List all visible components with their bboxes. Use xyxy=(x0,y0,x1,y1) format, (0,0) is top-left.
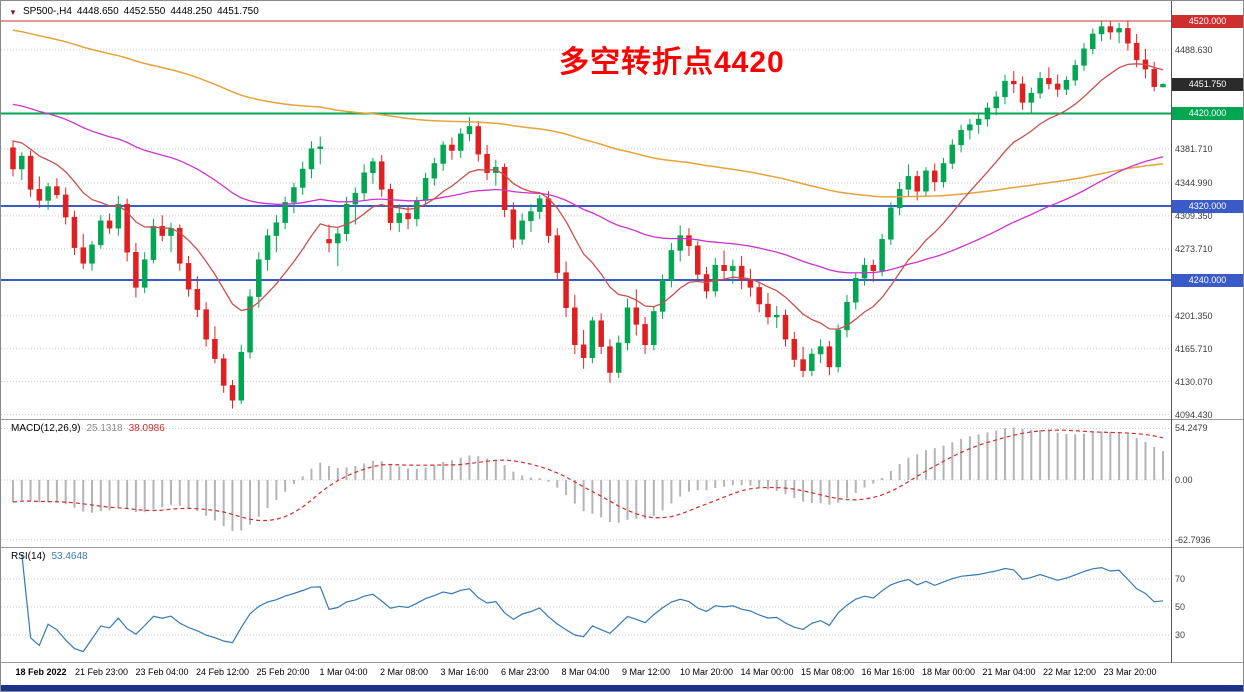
time-label: 10 Mar 20:00 xyxy=(679,667,734,677)
close-value: 4451.750 xyxy=(217,6,259,17)
time-label: 15 Mar 08:00 xyxy=(800,667,855,677)
time-label: 16 Mar 16:00 xyxy=(861,667,915,677)
open-value: 4448.650 xyxy=(76,6,119,17)
time-label: 8 Mar 04:00 xyxy=(561,667,610,677)
price-tag: 4320.000 xyxy=(1172,199,1243,213)
time-label: 6 Mar 23:00 xyxy=(500,667,550,677)
price-axis[interactable] xyxy=(1171,1,1243,663)
macd-pane[interactable] xyxy=(1,420,1171,548)
time-label: 21 Feb 23:00 xyxy=(74,667,129,677)
price-grid-label: 4165.710 xyxy=(1175,343,1213,354)
time-label: 14 Mar 00:00 xyxy=(740,667,794,677)
symbol-period-label: SP500-,H4 xyxy=(23,6,72,17)
price-tag: 4520.000 xyxy=(1172,14,1243,28)
price-grid-label: 4381.710 xyxy=(1175,143,1213,154)
price-grid-label: 4488.630 xyxy=(1175,45,1213,56)
price-tag: 4451.750 xyxy=(1172,77,1243,91)
time-label: 24 Feb 12:00 xyxy=(195,667,250,677)
macd-indicator-label: MACD(12,26,9) 25.1318 38.0986 xyxy=(11,423,171,434)
price-tag: 4420.000 xyxy=(1172,107,1243,120)
taskbar-strip xyxy=(1,685,1243,691)
time-label: 18 Feb 2022 xyxy=(15,667,67,677)
time-label: 1 Mar 04:00 xyxy=(319,667,368,677)
macd-level-label: 0.00 xyxy=(1175,475,1193,485)
price-grid-label: 4344.990 xyxy=(1175,177,1213,188)
chart-annotation-text[interactable]: 多空转折点4420 xyxy=(559,46,785,79)
rsi-name-label: RSI(14) xyxy=(11,551,46,562)
rsi-value: 53.4648 xyxy=(51,551,88,562)
time-label: 23 Mar 20:00 xyxy=(1103,667,1157,677)
macd-name-label: MACD(12,26,9) xyxy=(11,423,81,434)
price-grid-label: 4094.430 xyxy=(1175,409,1213,420)
chart-symbol-marker-icon: ▼ xyxy=(9,8,17,17)
macd-signal-value: 38.0986 xyxy=(128,423,165,434)
rsi-indicator-label: RSI(14) 53.4648 xyxy=(11,551,94,562)
time-label: 2 Mar 08:00 xyxy=(379,667,429,677)
rsi-pane[interactable] xyxy=(1,548,1171,662)
time-label: 3 Mar 16:00 xyxy=(440,667,489,677)
price-grid-label: 4201.350 xyxy=(1175,310,1213,321)
time-label: 18 Mar 00:00 xyxy=(921,667,976,677)
rsi-level-label: 70 xyxy=(1175,574,1186,584)
macd-main-value: 25.1318 xyxy=(86,423,123,434)
rsi-level-label: 30 xyxy=(1175,630,1186,640)
price-tag: 4240.000 xyxy=(1172,273,1243,287)
price-grid-label: 4273.710 xyxy=(1175,243,1213,254)
price-grid-label: 4130.070 xyxy=(1175,376,1213,387)
chart-ohlc-title: SP500-,H4 4448.650 4452.550 4448.250 4451.75… xyxy=(23,6,264,17)
time-label: 23 Feb 04:00 xyxy=(135,667,189,677)
time-label: 25 Feb 20:00 xyxy=(256,667,310,677)
time-label: 9 Mar 12:00 xyxy=(621,667,671,677)
rsi-level-label: 50 xyxy=(1175,602,1186,612)
low-value: 4448.250 xyxy=(170,6,213,17)
time-label: 22 Mar 12:00 xyxy=(1042,667,1097,677)
time-label: 21 Mar 04:00 xyxy=(982,667,1036,677)
macd-level-label: 54.2479 xyxy=(1175,423,1208,434)
price-grid-label: 4309.350 xyxy=(1175,210,1213,221)
high-value: 4452.550 xyxy=(123,6,166,17)
macd-level-label: -62.7936 xyxy=(1175,534,1211,545)
